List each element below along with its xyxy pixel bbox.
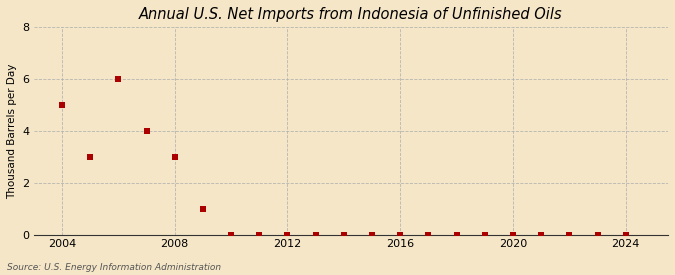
- Point: [536, 232, 547, 237]
- Point: [479, 232, 490, 237]
- Title: Annual U.S. Net Imports from Indonesia of Unfinished Oils: Annual U.S. Net Imports from Indonesia o…: [139, 7, 563, 22]
- Point: [85, 155, 96, 159]
- Point: [141, 129, 152, 133]
- Point: [282, 232, 293, 237]
- Point: [198, 207, 209, 211]
- Point: [508, 232, 518, 237]
- Point: [57, 103, 68, 107]
- Point: [225, 232, 236, 237]
- Y-axis label: Thousand Barrels per Day: Thousand Barrels per Day: [7, 63, 17, 199]
- Point: [254, 232, 265, 237]
- Point: [113, 77, 124, 81]
- Point: [367, 232, 377, 237]
- Text: Source: U.S. Energy Information Administration: Source: U.S. Energy Information Administ…: [7, 263, 221, 272]
- Point: [395, 232, 406, 237]
- Point: [310, 232, 321, 237]
- Point: [423, 232, 434, 237]
- Point: [592, 232, 603, 237]
- Point: [564, 232, 575, 237]
- Point: [620, 232, 631, 237]
- Point: [338, 232, 349, 237]
- Point: [451, 232, 462, 237]
- Point: [169, 155, 180, 159]
